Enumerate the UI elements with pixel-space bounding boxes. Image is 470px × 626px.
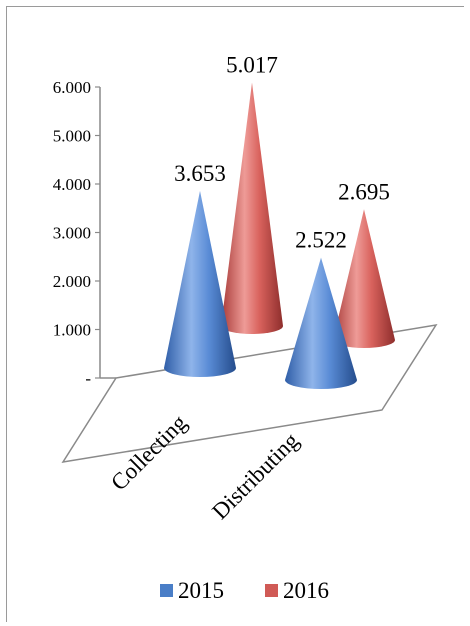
cone-collecting-2016 [221, 82, 283, 334]
data-label: 2.522 [295, 228, 347, 253]
chart-frame [6, 6, 464, 622]
y-tick-label: 6.000 [53, 78, 91, 97]
cone-distributing-2016 [333, 209, 395, 348]
y-tick-label: 2.000 [53, 272, 91, 291]
y-tick-label: 3.000 [53, 224, 91, 243]
legend-swatch-2015 [160, 584, 173, 597]
y-tick-label: 5.000 [53, 127, 91, 146]
data-label: 5.017 [226, 53, 278, 78]
y-tick-label: 1.000 [53, 321, 91, 340]
cone-distributing-2016-body [333, 209, 395, 348]
cone-collecting-2016-body [221, 82, 283, 334]
data-label: 3.653 [174, 161, 226, 186]
legend-label-2016: 2016 [283, 578, 329, 603]
category-label: Distributing [207, 428, 304, 525]
cone-collecting-2015 [164, 190, 236, 377]
legend-label-2015: 2015 [178, 578, 224, 603]
data-label: 2.695 [338, 179, 390, 204]
cone-collecting-2015-body [164, 190, 236, 377]
legend-swatch-2016 [265, 584, 278, 597]
y-tick-label: 4.000 [53, 175, 91, 194]
cone-distributing-2015 [285, 257, 357, 389]
legend: 2015 2016 [160, 578, 329, 603]
cone-distributing-2015-body [285, 257, 357, 389]
y-tick-label: - [85, 369, 91, 388]
